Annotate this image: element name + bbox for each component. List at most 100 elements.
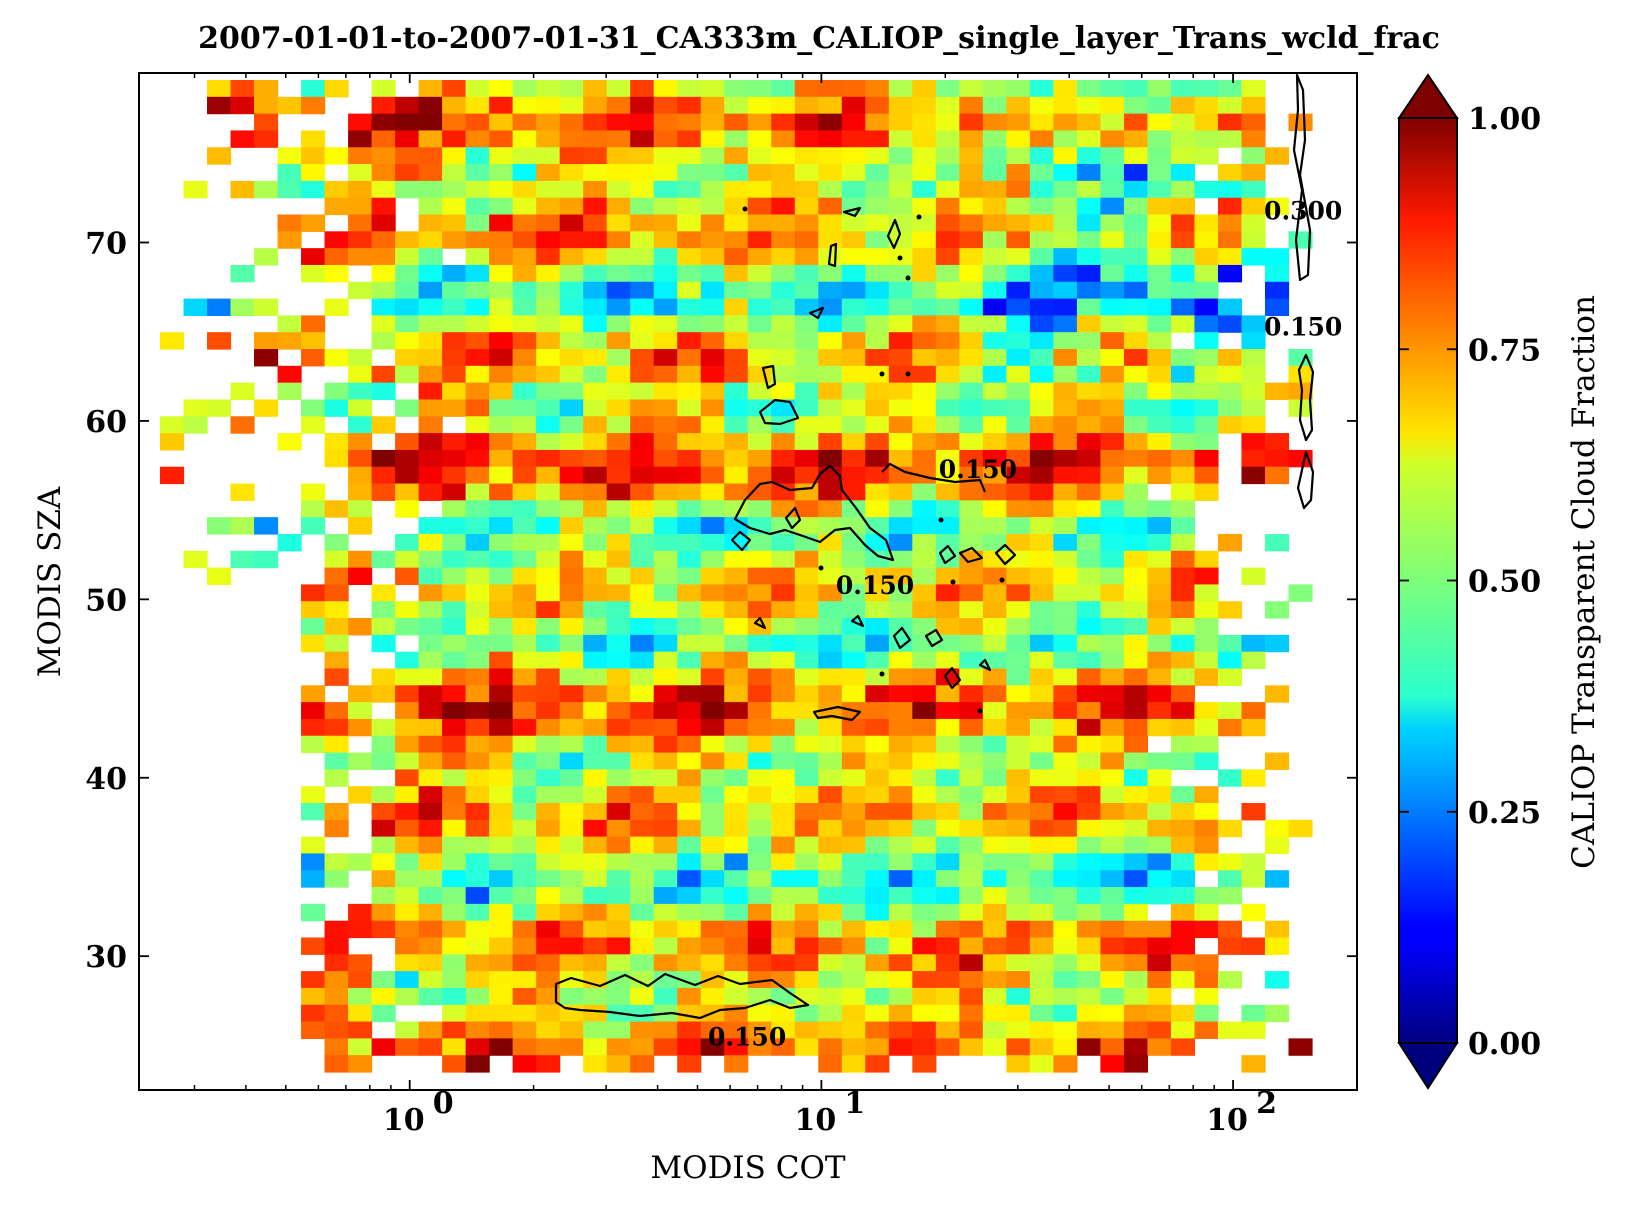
heatmap-cell xyxy=(1147,231,1172,249)
heatmap-cell xyxy=(465,483,490,501)
heatmap-cell xyxy=(371,164,396,182)
heatmap-cell xyxy=(1241,231,1266,249)
heatmap-cell xyxy=(959,567,984,585)
heatmap-cell xyxy=(512,315,537,333)
x-tick-exponent: 0 xyxy=(433,1086,454,1121)
heatmap-cell xyxy=(348,113,373,132)
heatmap-cell xyxy=(841,1038,866,1056)
heatmap-cell xyxy=(583,987,608,1006)
heatmap-cell xyxy=(1053,399,1078,417)
heatmap-cell xyxy=(724,819,749,838)
heatmap-cell xyxy=(1147,500,1172,518)
heatmap-cell xyxy=(841,802,866,821)
heatmap-cell xyxy=(841,584,866,602)
heatmap-cell xyxy=(512,853,537,871)
heatmap-cell xyxy=(700,164,725,182)
heatmap-cell xyxy=(1123,836,1149,855)
heatmap-cell xyxy=(841,567,866,585)
heatmap-cell xyxy=(1217,365,1243,384)
heatmap-cell xyxy=(912,937,937,955)
heatmap-cell xyxy=(536,786,561,804)
heatmap-cell xyxy=(1006,332,1031,350)
heatmap-cell xyxy=(1217,651,1243,670)
heatmap-cell xyxy=(1241,1004,1266,1023)
heatmap-cell xyxy=(442,769,467,787)
heatmap-cell xyxy=(1123,735,1149,754)
heatmap-cell xyxy=(771,1004,796,1023)
heatmap-cell xyxy=(465,332,490,350)
heatmap-cell xyxy=(324,735,349,754)
heatmap-cell xyxy=(559,180,584,199)
heatmap-cell xyxy=(912,517,937,535)
heatmap-cell xyxy=(982,1004,1007,1023)
heatmap-cell xyxy=(418,248,443,266)
heatmap-cell xyxy=(1241,416,1266,434)
heatmap-cell xyxy=(724,718,749,737)
heatmap-cell xyxy=(183,298,208,316)
heatmap-cell xyxy=(1147,315,1172,333)
heatmap-cell xyxy=(465,836,490,855)
heatmap-cell xyxy=(1123,399,1149,417)
heatmap-cell xyxy=(1264,971,1290,989)
heatmap-cell xyxy=(982,887,1007,905)
heatmap-cell xyxy=(277,365,302,384)
heatmap-cell xyxy=(254,113,279,132)
heatmap-cell xyxy=(348,382,373,401)
heatmap-cell xyxy=(489,870,514,888)
heatmap-cell xyxy=(724,567,749,585)
heatmap-cell xyxy=(630,449,655,468)
heatmap-cell xyxy=(794,298,819,316)
heatmap-cell xyxy=(959,786,984,804)
heatmap-cell xyxy=(630,180,655,199)
heatmap-cell xyxy=(959,180,984,199)
heatmap-cell xyxy=(465,752,490,770)
heatmap-cell xyxy=(1123,533,1149,552)
heatmap-cell xyxy=(1147,281,1172,300)
heatmap-cell xyxy=(912,651,937,670)
contour-dot xyxy=(938,517,944,523)
heatmap-cell xyxy=(982,937,1007,955)
heatmap-cell xyxy=(1100,332,1125,350)
heatmap-cell xyxy=(959,618,984,636)
heatmap-cell xyxy=(959,264,984,283)
heatmap-cell xyxy=(1076,382,1102,401)
heatmap-cell xyxy=(559,786,584,804)
heatmap-cell xyxy=(794,382,819,401)
heatmap-cell xyxy=(630,197,655,216)
heatmap-cell xyxy=(700,113,725,132)
heatmap-cell xyxy=(324,533,349,552)
heatmap-cell xyxy=(512,80,537,98)
heatmap-cell xyxy=(371,971,396,989)
heatmap-cell xyxy=(700,903,725,922)
heatmap-cell xyxy=(1217,769,1243,787)
heatmap-cell xyxy=(324,567,349,585)
heatmap-cell xyxy=(912,466,937,485)
heatmap-cell xyxy=(982,802,1007,821)
heatmap-cell xyxy=(747,80,772,98)
heatmap-cell xyxy=(841,80,866,98)
heatmap-cell xyxy=(559,887,584,905)
heatmap-cell xyxy=(1170,752,1196,770)
heatmap-cell xyxy=(700,214,725,232)
heatmap-cell xyxy=(630,718,655,737)
heatmap-cell xyxy=(606,315,631,333)
heatmap-cell xyxy=(418,315,443,333)
heatmap-cell xyxy=(324,802,349,821)
heatmap-cell xyxy=(935,802,960,821)
heatmap-cell xyxy=(583,164,608,182)
heatmap-cell xyxy=(794,466,819,485)
heatmap-cell xyxy=(888,96,913,115)
heatmap-cell xyxy=(395,264,420,283)
heatmap-cell xyxy=(1029,113,1054,132)
heatmap-cell xyxy=(700,382,725,401)
heatmap-cell xyxy=(1170,433,1196,451)
heatmap-cell xyxy=(1123,147,1149,165)
heatmap-cell xyxy=(1076,903,1102,922)
heatmap-cell xyxy=(1076,164,1102,182)
heatmap-cell xyxy=(700,567,725,585)
heatmap-cell xyxy=(630,567,655,585)
heatmap-cell xyxy=(301,1004,326,1023)
heatmap-cell xyxy=(1100,651,1125,670)
heatmap-cell xyxy=(630,1004,655,1023)
